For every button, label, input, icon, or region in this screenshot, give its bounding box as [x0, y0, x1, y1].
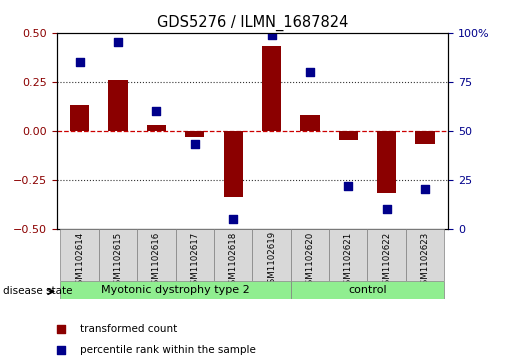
Point: [284, 54, 292, 60]
Bar: [262, 46, 281, 131]
Bar: [406, 229, 444, 281]
Text: control: control: [348, 285, 387, 295]
Bar: [185, 131, 204, 136]
Bar: [368, 229, 406, 281]
Bar: [252, 229, 291, 281]
Text: GSM1102623: GSM1102623: [421, 231, 430, 290]
Bar: [214, 229, 252, 281]
Point: [421, 187, 429, 192]
Point: [267, 32, 276, 37]
Text: GSM1102614: GSM1102614: [75, 231, 84, 290]
Point: [383, 206, 391, 212]
Text: GSM1102622: GSM1102622: [382, 231, 391, 290]
Point: [114, 40, 122, 45]
Bar: [329, 229, 368, 281]
Text: GSM1102619: GSM1102619: [267, 231, 276, 289]
Bar: [147, 125, 166, 131]
Text: GSM1102615: GSM1102615: [113, 231, 123, 290]
Bar: [291, 281, 444, 299]
Bar: [339, 131, 358, 140]
Text: Myotonic dystrophy type 2: Myotonic dystrophy type 2: [101, 285, 250, 295]
Point: [76, 59, 84, 65]
Bar: [224, 131, 243, 197]
Text: GSM1102617: GSM1102617: [190, 231, 199, 290]
Bar: [416, 131, 435, 144]
Bar: [99, 229, 137, 281]
Bar: [60, 281, 291, 299]
Point: [229, 216, 237, 222]
Bar: [176, 229, 214, 281]
Bar: [291, 229, 329, 281]
Point: [191, 142, 199, 147]
Text: GSM1102621: GSM1102621: [344, 231, 353, 290]
Text: percentile rank within the sample: percentile rank within the sample: [80, 345, 256, 355]
Point: [344, 183, 352, 188]
Bar: [60, 229, 99, 281]
Point: [152, 108, 161, 114]
Text: GSM1102618: GSM1102618: [229, 231, 237, 290]
Title: GDS5276 / ILMN_1687824: GDS5276 / ILMN_1687824: [157, 15, 348, 31]
Text: GSM1102620: GSM1102620: [305, 231, 315, 290]
Bar: [70, 105, 89, 131]
Point: [306, 69, 314, 75]
Text: transformed count: transformed count: [80, 324, 177, 334]
Point: [284, 247, 292, 253]
Text: disease state: disease state: [3, 286, 72, 297]
Text: GSM1102616: GSM1102616: [152, 231, 161, 290]
Bar: [109, 80, 128, 131]
Bar: [300, 115, 319, 131]
Bar: [377, 131, 396, 193]
Bar: [137, 229, 176, 281]
